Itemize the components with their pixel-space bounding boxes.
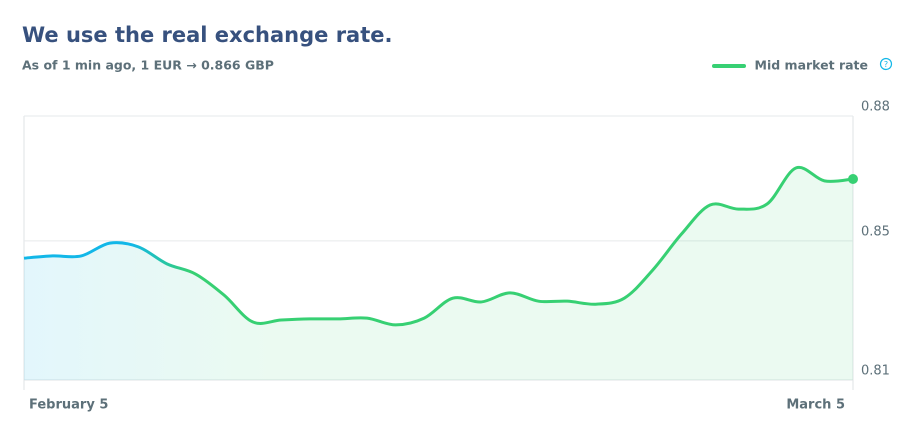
- y-tick-label: 0.85: [861, 224, 890, 239]
- legend-label: Mid market rate: [755, 58, 868, 73]
- rate-line: [23, 165, 854, 327]
- current-point: [848, 173, 858, 184]
- help-icon[interactable]: [879, 57, 893, 71]
- y-tick-label: 0.88: [861, 100, 890, 115]
- x-tick-label: February 5: [29, 398, 108, 413]
- area-fill: [24, 167, 853, 380]
- help-icon-mark: ?: [884, 60, 888, 69]
- x-tick-label: March 5: [786, 398, 845, 413]
- y-tick-label: 0.81: [861, 364, 890, 379]
- chart-subtitle: As of 1 min ago, 1 EUR → 0.866 GBP: [22, 58, 274, 73]
- chart-title: We use the real exchange rate.: [22, 23, 392, 47]
